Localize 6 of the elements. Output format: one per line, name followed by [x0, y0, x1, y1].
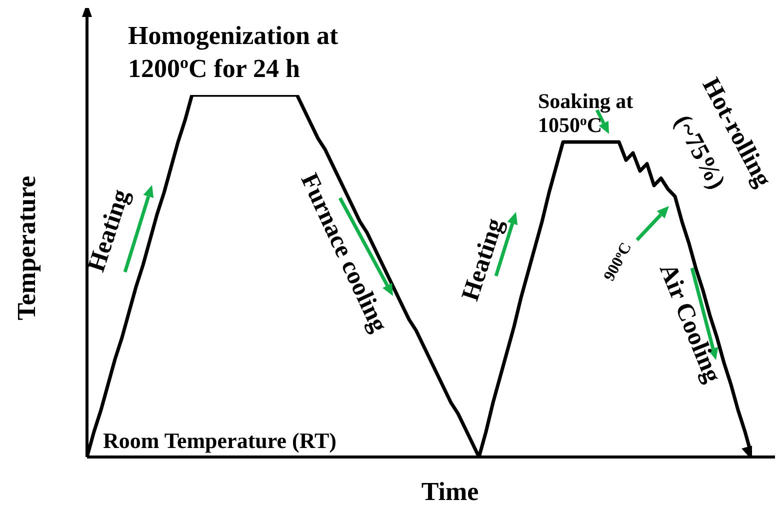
annotation: Soaking at 1050$^{o}$C [538, 89, 634, 137]
annotation: Room Temperature (RT) [103, 428, 336, 453]
y-axis-title: Temperature [12, 176, 41, 320]
text: Homogenization at 1200$^{o}$C for 24 h [128, 21, 338, 83]
x-axis-title: Time [421, 477, 479, 505]
annotation: Air Cooling [654, 260, 726, 387]
